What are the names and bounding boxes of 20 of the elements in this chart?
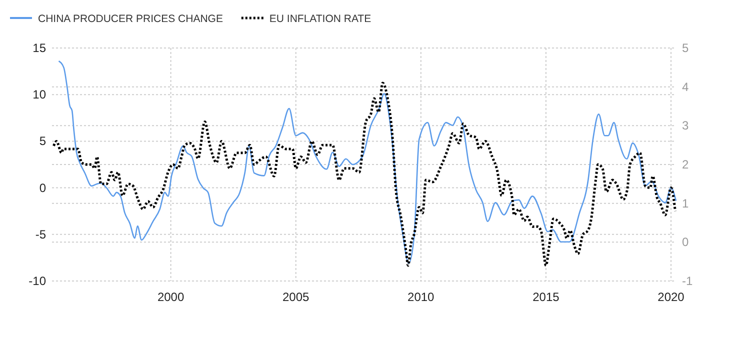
y2-tick-label: 3 (682, 118, 689, 133)
y-tick-label: -10 (28, 274, 46, 288)
legend-label: CHINA PRODUCER PRICES CHANGE (38, 13, 223, 25)
x-tick-label: 2020 (658, 290, 685, 304)
y2-tick-label: 5 (682, 41, 689, 55)
y2-tick-label: 4 (682, 80, 689, 94)
x-tick-label: 2000 (157, 290, 184, 304)
y-tick-label: 15 (32, 41, 46, 55)
y-tick-label: -5 (35, 227, 46, 242)
y-tick-label: 0 (39, 180, 46, 195)
x-tick-label: 2010 (408, 290, 435, 304)
y2-tick-label: 2 (682, 158, 689, 172)
y2-tick-label: 0 (682, 235, 689, 250)
y2-tick-label: 1 (682, 196, 689, 210)
x-tick-label: 2015 (532, 290, 560, 304)
x-tick-label: 2005 (282, 290, 310, 304)
y-tick-label: 5 (39, 134, 46, 148)
legend-label: EU INFLATION RATE (269, 13, 372, 25)
y2-tick-label: -1 (682, 274, 693, 288)
y-tick-label: 10 (32, 88, 46, 102)
